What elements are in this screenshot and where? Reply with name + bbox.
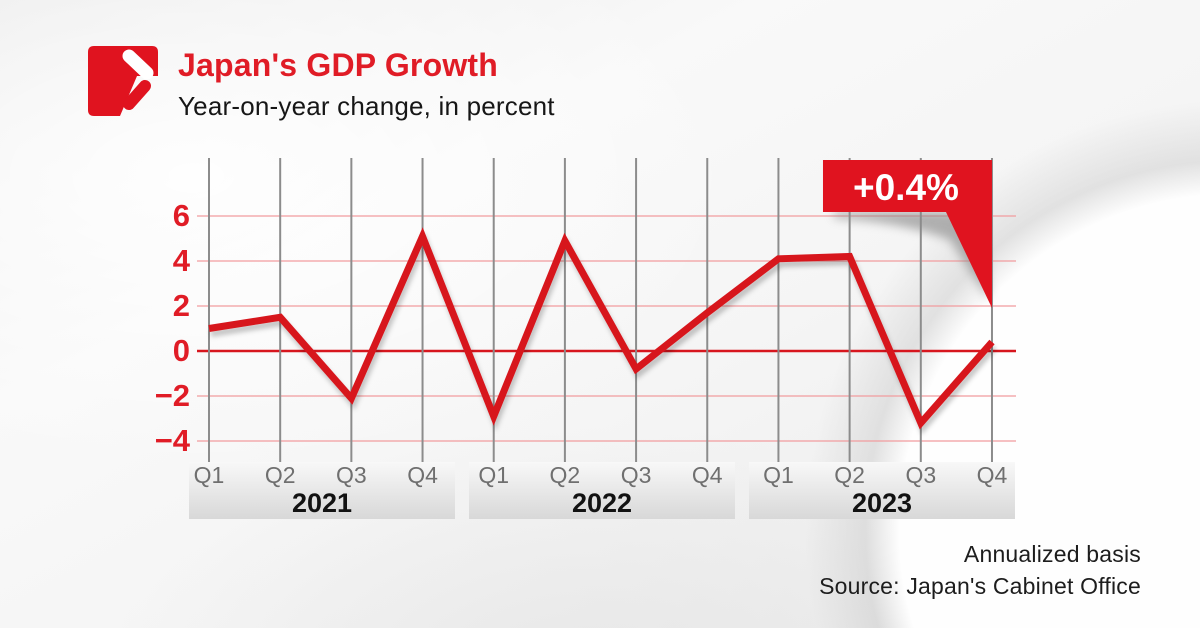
quarter-tick-label: Q3 [336,462,367,488]
year-label: 2021 [292,488,352,518]
y-tick-label: −4 [155,423,191,458]
y-tick-label: 4 [173,243,191,278]
y-tick-label: 2 [173,288,190,323]
brand-logo-icon [88,46,158,116]
year-label: 2022 [572,488,632,518]
quarter-tick-label: Q4 [407,462,438,488]
quarter-tick-label: Q1 [194,462,225,488]
x-axis: Q1 Q2 Q3 Q4 2021 Q1 Q2 Q3 Q4 2022 Q1 Q2 Q3 Q4 2023 [189,462,1015,519]
page-title: Japan's GDP Growth [178,47,499,83]
footer: Annualized basis Source: Japan's Cabinet… [819,538,1141,602]
y-tick-label: 6 [173,198,190,233]
quarter-tick-label: Q4 [977,462,1008,488]
callout-flag-shape [822,160,992,308]
year-band [749,462,1015,519]
year-band [189,462,455,519]
year-band [469,462,735,519]
callout-value-label: +0.4% [853,167,959,208]
y-tick-label: −2 [155,378,190,413]
quarter-tick-label: Q2 [265,462,296,488]
y-tick-label: 0 [173,333,190,368]
year-label: 2023 [852,488,912,518]
y-gridlines: 6 4 2 0 −2 −4 [155,198,1016,458]
quarter-tick-label: Q3 [621,462,652,488]
quarter-tick-label: Q2 [834,462,865,488]
title-block: Japan's GDP Growth Year-on-year change, … [178,46,555,122]
quarter-tick-label: Q2 [550,462,581,488]
footer-source: Source: Japan's Cabinet Office [819,573,1141,599]
quarter-tick-label: Q1 [478,462,509,488]
callout-flag: +0.4% [822,160,992,308]
header: Japan's GDP Growth Year-on-year change, … [88,46,555,122]
gdp-line-series [208,227,995,430]
footer-note: Annualized basis [963,541,1141,567]
quarter-tick-label: Q3 [905,462,936,488]
quarter-tick-label: Q1 [763,462,794,488]
quarter-tick-label: Q4 [692,462,723,488]
callout-shadow [833,211,989,300]
page-subtitle: Year-on-year change, in percent [178,91,555,122]
